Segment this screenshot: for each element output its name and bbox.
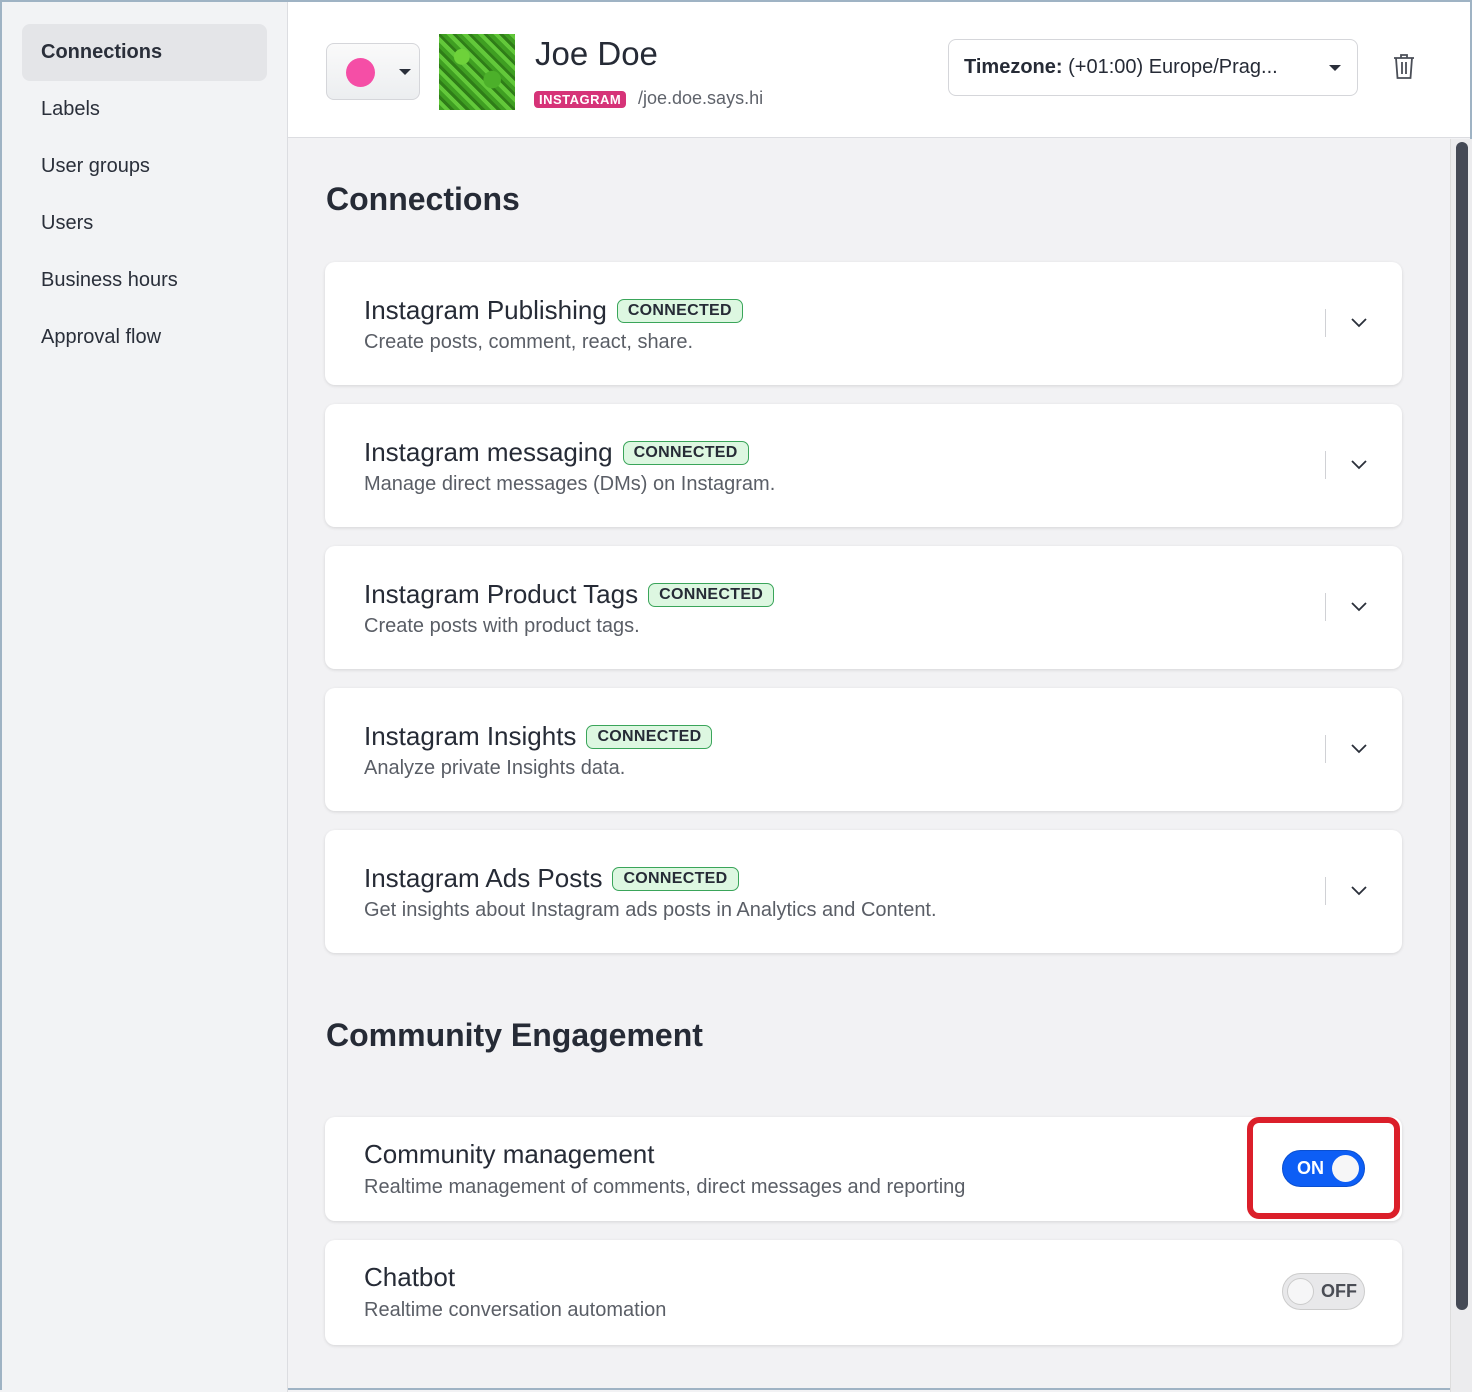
connection-card[interactable]: Instagram Ads Posts CONNECTED Get insight… bbox=[325, 830, 1402, 953]
card-description: Create posts with product tags. bbox=[364, 615, 640, 637]
color-dot bbox=[346, 58, 375, 87]
card-title: Community management bbox=[364, 1139, 655, 1169]
chatbot-card: Chatbot Realtime conversation automation… bbox=[325, 1240, 1402, 1345]
connection-card[interactable]: Instagram Publishing CONNECTED Create pos… bbox=[325, 262, 1402, 385]
timezone-label: Timezone: bbox=[964, 56, 1063, 78]
divider bbox=[1325, 593, 1326, 621]
card-title-row: Instagram messaging CONNECTED bbox=[364, 437, 749, 468]
trash-icon[interactable] bbox=[1392, 52, 1416, 80]
card-title-row: Instagram Product Tags CONNECTED bbox=[364, 579, 775, 610]
community-heading: Community Engagement bbox=[326, 1017, 703, 1053]
highlight-box bbox=[1247, 1117, 1400, 1219]
card-title-row: Instagram Insights CONNECTED bbox=[364, 721, 713, 752]
chevron-down-icon[interactable] bbox=[1351, 740, 1367, 756]
status-badge: CONNECTED bbox=[648, 582, 775, 607]
connections-heading: Connections bbox=[326, 181, 520, 217]
sidebar-item-connections[interactable]: Connections bbox=[22, 24, 267, 81]
profile-name: Joe Doe bbox=[535, 35, 658, 72]
timezone-select[interactable]: Timezone: (+01:00) Europe/Prag... bbox=[948, 39, 1358, 96]
chatbot-toggle[interactable]: OFF bbox=[1282, 1273, 1365, 1310]
status-badge: CONNECTED bbox=[586, 724, 713, 749]
divider bbox=[1325, 735, 1326, 763]
sidebar-item-business-hours[interactable]: Business hours bbox=[41, 269, 178, 291]
community-management-toggle[interactable]: ON bbox=[1282, 1150, 1365, 1187]
connection-card[interactable]: Instagram Insights CONNECTED Analyze priv… bbox=[325, 688, 1402, 811]
card-title: Instagram Ads Posts bbox=[364, 863, 603, 893]
card-description: Analyze private Insights data. bbox=[364, 757, 626, 779]
card-title: Instagram Product Tags bbox=[364, 579, 639, 609]
toggle-label: OFF bbox=[1321, 1281, 1357, 1301]
card-title: Chatbot bbox=[364, 1262, 456, 1292]
sidebar-item-approval-flow[interactable]: Approval flow bbox=[41, 326, 162, 348]
card-title-row: Instagram Publishing CONNECTED bbox=[364, 295, 743, 326]
card-description: Create posts, comment, react, share. bbox=[364, 331, 694, 353]
chevron-down-icon[interactable] bbox=[1351, 456, 1367, 472]
caret-down-icon bbox=[399, 69, 411, 75]
caret-down-icon bbox=[1329, 65, 1341, 71]
scrollbar[interactable] bbox=[1450, 139, 1472, 1392]
card-description: Realtime conversation automation bbox=[364, 1299, 667, 1321]
sidebar: Connections Labels User groups Users Bus… bbox=[2, 2, 288, 1392]
toggle-knob bbox=[1287, 1278, 1314, 1305]
card-description: Get insights about Instagram ads posts i… bbox=[364, 899, 937, 921]
card-title: Instagram messaging bbox=[364, 437, 613, 467]
card-title-row: Instagram Ads Posts CONNECTED bbox=[364, 863, 739, 894]
toggle-label: ON bbox=[1297, 1158, 1324, 1178]
divider bbox=[1325, 309, 1326, 337]
card-title: Instagram Publishing bbox=[364, 295, 607, 325]
connection-card[interactable]: Instagram messaging CONNECTED Manage dire… bbox=[325, 404, 1402, 527]
profile-header: Joe Doe INSTAGRAM /joe.doe.says.hi Timez… bbox=[288, 2, 1470, 138]
status-badge: CONNECTED bbox=[622, 440, 749, 465]
sidebar-item-users[interactable]: Users bbox=[41, 212, 94, 234]
card-title: Instagram Insights bbox=[364, 721, 577, 751]
timezone-value: (+01:00) Europe/Prag... bbox=[1068, 56, 1278, 78]
card-description: Manage direct messages (DMs) on Instagra… bbox=[364, 473, 776, 495]
connection-card[interactable]: Instagram Product Tags CONNECTED Create p… bbox=[325, 546, 1402, 669]
color-picker-button[interactable] bbox=[326, 43, 420, 100]
sidebar-item-labels[interactable]: Labels bbox=[41, 98, 100, 120]
status-badge: CONNECTED bbox=[616, 298, 743, 323]
platform-badge: INSTAGRAM bbox=[534, 91, 627, 108]
sidebar-item-user-groups[interactable]: User groups bbox=[41, 155, 150, 177]
scrollbar-thumb[interactable] bbox=[1456, 142, 1468, 1310]
toggle-knob bbox=[1332, 1155, 1359, 1182]
chevron-down-icon[interactable] bbox=[1351, 314, 1367, 330]
status-badge: CONNECTED bbox=[612, 866, 739, 891]
profile-handle: /joe.doe.says.hi bbox=[638, 88, 764, 108]
chevron-down-icon[interactable] bbox=[1351, 598, 1367, 614]
card-description: Realtime management of comments, direct … bbox=[364, 1176, 966, 1198]
avatar bbox=[439, 34, 515, 110]
divider bbox=[1325, 451, 1326, 479]
divider bbox=[1325, 877, 1326, 905]
community-management-card: Community management Realtime management… bbox=[325, 1117, 1402, 1221]
chevron-down-icon[interactable] bbox=[1351, 882, 1367, 898]
